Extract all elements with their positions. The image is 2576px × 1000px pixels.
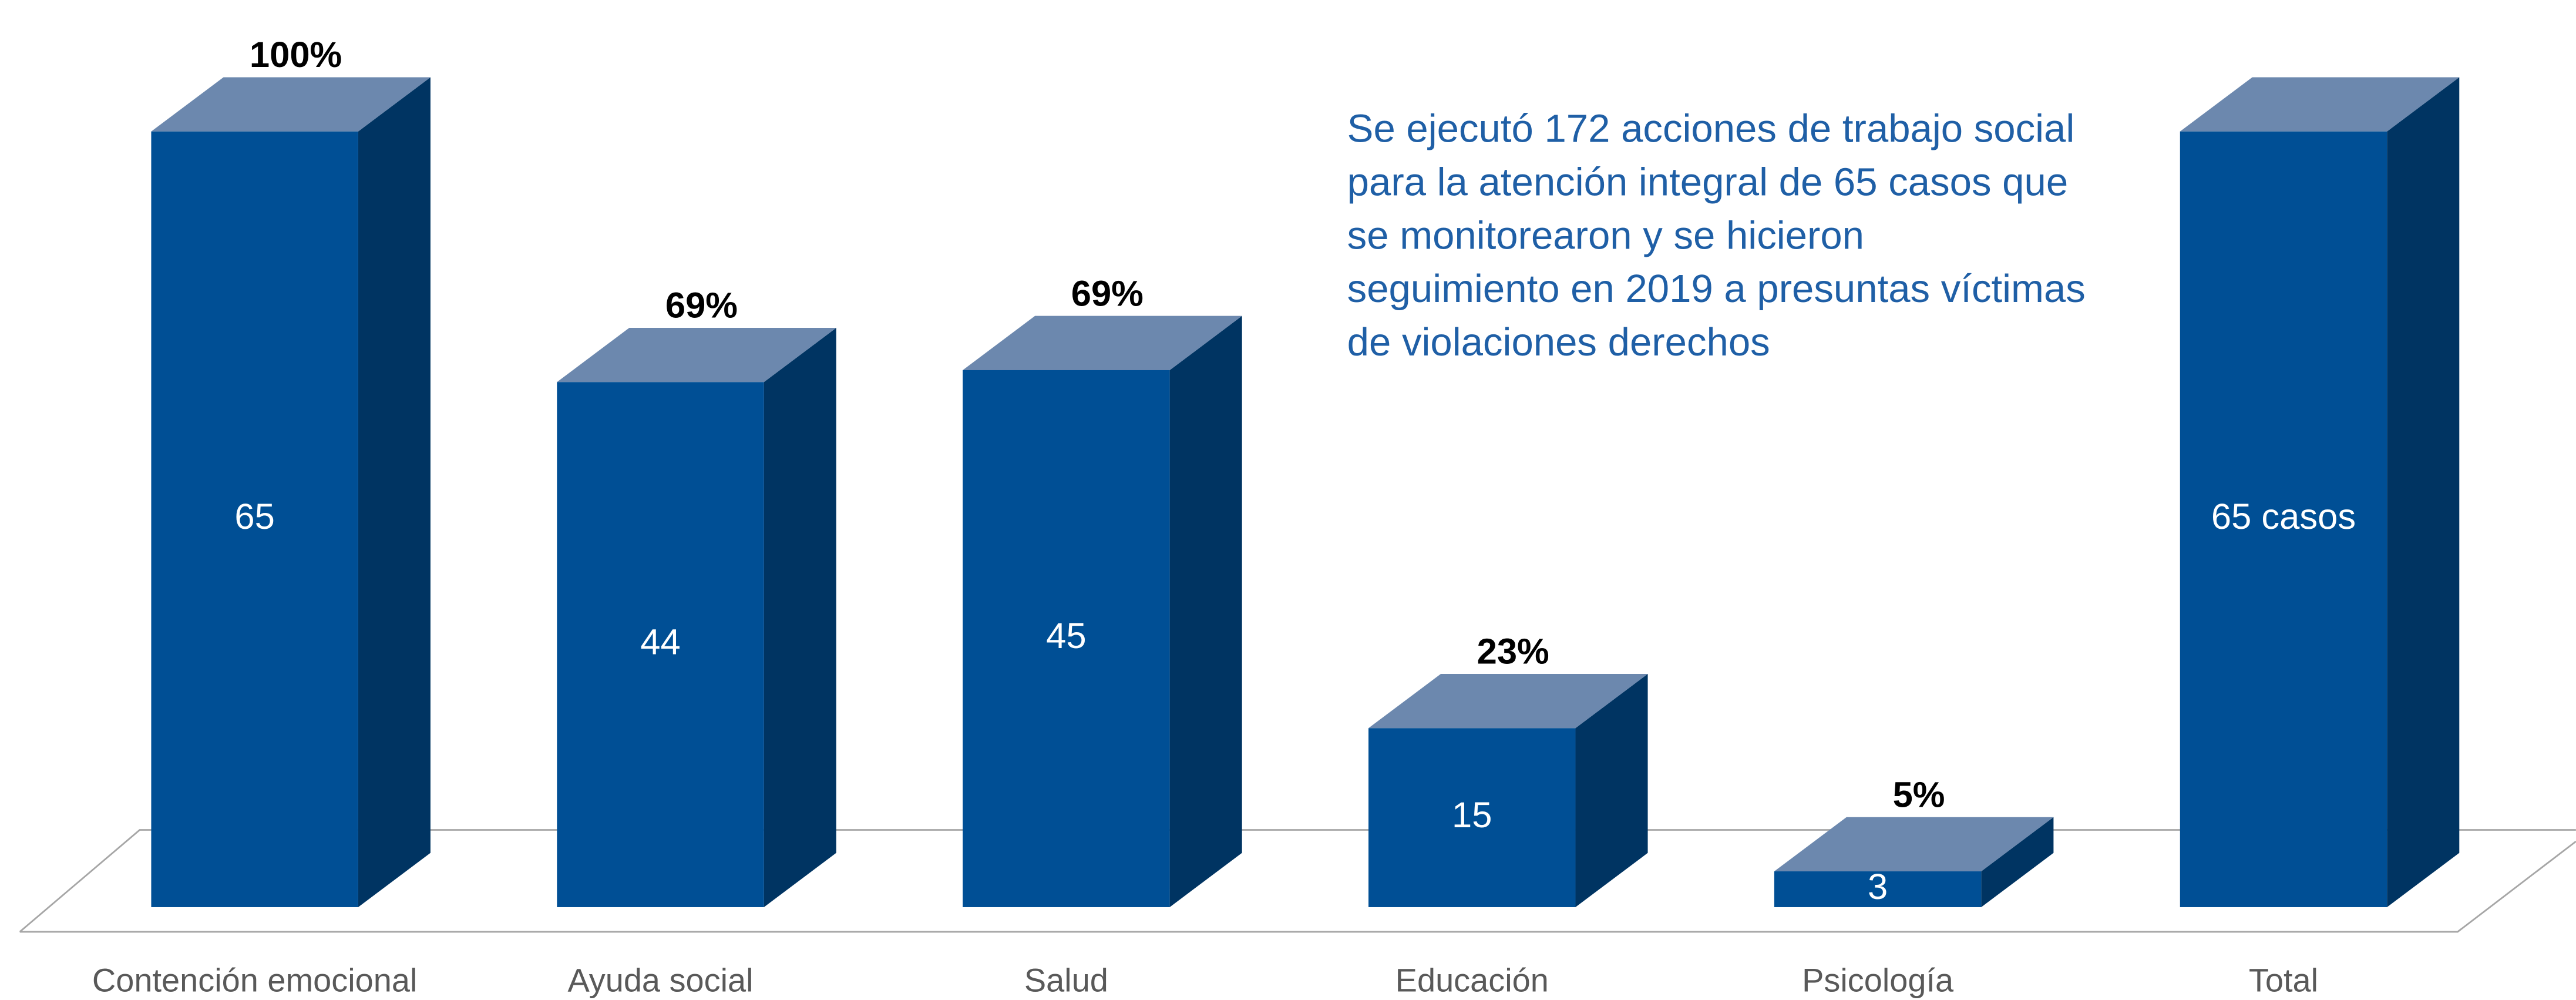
bar: [151, 131, 358, 907]
percent-label: 5%: [1893, 774, 1945, 815]
bar-side: [1981, 817, 2054, 907]
x-tick-label: Ayuda social: [567, 961, 753, 998]
bar: [963, 370, 1170, 907]
percent-label: 69%: [665, 286, 738, 326]
bar-top: [1774, 817, 2054, 872]
value-label: 65: [234, 496, 274, 537]
bar-top: [2180, 77, 2460, 132]
bar-top: [557, 327, 836, 382]
percent-label: 23%: [1477, 632, 1549, 672]
bar: [557, 382, 764, 907]
x-tick-label: Educación: [1395, 961, 1549, 998]
bar-side: [1169, 316, 1242, 907]
annotation: se monitorearon y se hicieron: [1347, 213, 1864, 257]
x-tick-label: Total: [2249, 961, 2318, 998]
value-label: 65 casos: [2211, 496, 2356, 537]
bar-side: [1575, 674, 1648, 907]
bar-top: [151, 77, 431, 132]
x-tick-label: Contención emocional: [92, 961, 418, 998]
x-tick-label: Salud: [1024, 961, 1108, 998]
annotation: de violaciones derechos: [1347, 320, 1770, 364]
bar: [1368, 728, 1576, 907]
annotation: Se ejecutó 172 acciones de trabajo socia…: [1347, 106, 2075, 150]
value-label: 15: [1452, 795, 1492, 835]
value-label: 44: [640, 622, 680, 662]
bar-side: [358, 77, 431, 907]
annotation: para la atención integral de 65 casos qu…: [1347, 160, 2068, 204]
percent-label: 69%: [1071, 273, 1144, 314]
annotation: seguimiento en 2019 a presuntas víctimas: [1347, 267, 2086, 311]
bar: [1774, 871, 1982, 907]
value-label: 3: [1868, 867, 1888, 907]
bar-top: [963, 316, 1242, 370]
bar-side: [2387, 77, 2460, 907]
floor-back: [19, 829, 2576, 932]
x-tick-label: Psicología: [1802, 961, 1954, 998]
percent-label: 100%: [250, 35, 342, 75]
floor-front: [19, 840, 2576, 933]
bar-side: [764, 327, 836, 907]
bar-top: [1368, 674, 1648, 729]
bar: [2180, 131, 2387, 907]
value-label: 45: [1046, 616, 1086, 656]
